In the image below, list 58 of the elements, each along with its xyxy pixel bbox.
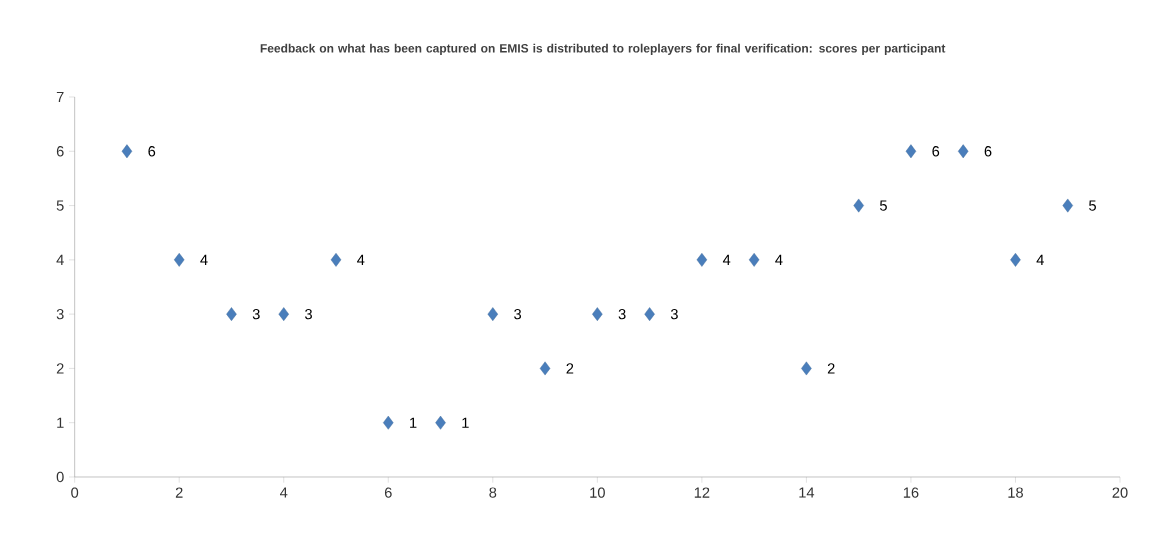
data-label: 3 (305, 308, 312, 320)
y-tick-label: 2 (56, 363, 64, 374)
point (1062, 198, 1073, 213)
y-tick-label: 5 (56, 200, 64, 211)
y-tick-label: 7 (56, 91, 64, 103)
point (278, 307, 289, 321)
data-label: 5 (879, 200, 887, 211)
point (592, 307, 603, 321)
chart-title: Feedback on what has been captured on EMIS is distributed to roleplayers for final verification: scores per participant (260, 43, 946, 55)
data-label: 4 (357, 254, 365, 265)
x-tick-label: 4 (280, 487, 288, 498)
point (435, 415, 446, 430)
point (905, 144, 917, 159)
data-label: 4 (200, 254, 208, 265)
x-tick-label: 16 (903, 487, 919, 498)
point (174, 252, 185, 267)
data-label: 2 (827, 363, 835, 374)
data-label: 3 (670, 308, 678, 320)
y-tick-label: 4 (56, 254, 64, 265)
point (1010, 252, 1021, 267)
x-tick-label: 18 (1008, 487, 1023, 498)
x-tick-label: 14 (799, 487, 815, 498)
x-tick-label: 12 (694, 487, 710, 498)
y-tick-label: 0 (56, 471, 64, 483)
data-label: 2 (566, 363, 574, 374)
x-tick-label: 10 (590, 487, 605, 498)
data-label: 6 (148, 146, 156, 157)
point (958, 144, 969, 159)
data-label: 3 (618, 308, 626, 320)
data-label: 4 (722, 254, 731, 265)
point (487, 307, 499, 321)
data-label: 3 (252, 308, 260, 320)
point (539, 361, 551, 376)
data-label: 1 (462, 417, 469, 428)
y-tick-label: 3 (56, 308, 64, 320)
x-tick-label: 2 (175, 487, 183, 498)
point (748, 252, 760, 267)
point (330, 252, 342, 267)
x-tick-label: 20 (1112, 487, 1128, 498)
point (383, 415, 394, 430)
x-tick-label: 8 (489, 487, 497, 498)
data-label: 6 (932, 146, 940, 157)
point (121, 144, 133, 159)
data-label: 1 (410, 417, 417, 428)
x-tick-label: 0 (71, 487, 79, 498)
y-tick-label: 1 (57, 417, 64, 428)
x-tick-label: 6 (384, 487, 392, 498)
data-label: 4 (1036, 254, 1044, 265)
point (226, 307, 237, 321)
data-label: 6 (984, 146, 992, 157)
point (801, 361, 812, 376)
point (644, 307, 655, 321)
point (696, 252, 708, 267)
data-label: 5 (1089, 200, 1096, 211)
data-label: 4 (775, 254, 783, 265)
point (853, 198, 864, 213)
data-label: 3 (514, 308, 522, 320)
y-tick-label: 6 (56, 146, 64, 157)
